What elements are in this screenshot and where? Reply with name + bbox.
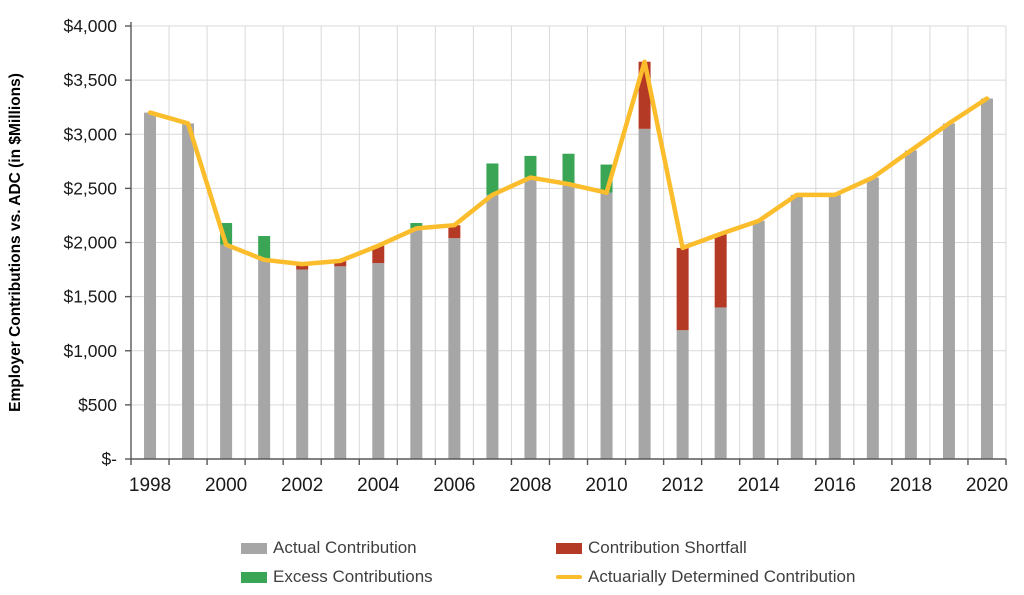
y-tick-label: $500 — [78, 395, 117, 415]
bar-actual-2013 — [714, 307, 727, 459]
bar-actual-2017 — [866, 177, 879, 460]
gridlines — [131, 25, 1007, 459]
legend-label: Excess Contributions — [273, 567, 433, 586]
bar-excess-2007 — [486, 163, 499, 195]
x-tick-label: 2012 — [661, 475, 703, 496]
bar-excess-2009 — [562, 153, 575, 185]
y-tick-label: $1,000 — [63, 341, 117, 361]
bar-actual-2020 — [980, 98, 993, 459]
bar-excess-2005 — [410, 223, 423, 229]
bar-actual-2007 — [486, 194, 499, 459]
bar-actual-1998 — [144, 112, 157, 459]
bar-actual-2008 — [524, 177, 537, 460]
bar-actual-2005 — [410, 228, 423, 459]
contributions-vs-adc-chart: $- $500 $1,000 $1,500 $2,000 $2,500 $3,000 $3,5… — [7, 16, 1008, 496]
bar-excess-2001 — [258, 236, 271, 260]
bar-shortfall-2012 — [676, 247, 689, 331]
x-tick-label: 2014 — [738, 475, 781, 496]
bar-shortfall-2002 — [296, 264, 309, 270]
x-tick-label: 2020 — [966, 475, 1008, 496]
y-tick-label: $3,000 — [63, 124, 117, 144]
y-tick-label: $2,000 — [63, 233, 117, 253]
y-axis-title: Employer Contributions vs. ADC (in $Mill… — [7, 73, 24, 412]
legend-label: Actuarially Determined Contribution — [588, 567, 856, 586]
x-tick-label: 2018 — [890, 475, 932, 496]
adc-line-swatch — [556, 575, 582, 579]
y-tick-label: $3,500 — [63, 70, 117, 90]
axes — [125, 22, 1007, 465]
bar-actual-2006 — [448, 238, 461, 459]
bar-actual-1999 — [182, 123, 195, 460]
y-axis-tick-labels: $- $500 $1,000 $1,500 $2,000 $2,500 $3,000 $3,5… — [63, 16, 117, 469]
y-tick-label: $2,500 — [63, 178, 117, 198]
legend-label: Actual Contribution — [273, 538, 417, 557]
x-tick-label: 2016 — [814, 475, 856, 496]
bar-actual-2003 — [334, 266, 347, 459]
contribution-shortfall-swatch — [556, 542, 582, 554]
x-tick-label: 2006 — [433, 475, 475, 496]
bar-actual-2015 — [790, 194, 803, 459]
bar-actual-2018 — [904, 150, 917, 460]
bar-actual-2011 — [638, 128, 651, 459]
bar-shortfall-2003 — [334, 260, 347, 267]
x-tick-label: 2002 — [281, 475, 323, 496]
x-tick-label: 2008 — [509, 475, 551, 496]
bar-actual-2016 — [828, 194, 841, 459]
bar-shortfall-2013 — [714, 233, 727, 308]
bar-actual-2002 — [296, 269, 309, 459]
y-tick-label: $- — [101, 449, 117, 469]
legend-item-excess-contributions: Excess Contributions — [241, 567, 433, 587]
adc-line — [147, 59, 990, 267]
legend-item-actual-contribution: Actual Contribution — [241, 538, 417, 558]
x-tick-label: 2010 — [585, 475, 627, 496]
bar-actual-2019 — [942, 123, 955, 460]
legend-label: Contribution Shortfall — [588, 538, 747, 557]
x-tick-label: 2000 — [205, 475, 247, 496]
bar-shortfall-2006 — [448, 225, 461, 239]
y-tick-label: $1,500 — [63, 287, 117, 307]
bar-excess-2008 — [524, 155, 537, 178]
excess-contributions-swatch — [241, 571, 267, 583]
chart-legend: Actual Contribution Contribution Shortfa… — [0, 528, 1024, 590]
bar-actual-2010 — [600, 192, 613, 459]
legend-item-contribution-shortfall: Contribution Shortfall — [556, 538, 747, 558]
actual-contribution-swatch — [241, 542, 267, 554]
bar-actual-2001 — [258, 259, 271, 459]
x-tick-label: 2004 — [357, 475, 400, 496]
y-tick-label: $4,000 — [63, 16, 117, 36]
bar-actual-2009 — [562, 184, 575, 460]
bar-actual-2000 — [220, 244, 233, 459]
x-tick-label: 1998 — [129, 475, 171, 496]
x-axis-tick-labels: 1998 2000 2002 2004 2006 2008 2010 2012 2014 2016… — [129, 475, 1008, 496]
bar-shortfall-2004 — [372, 245, 385, 264]
bars — [144, 61, 993, 460]
legend-item-adc-line: Actuarially Determined Contribution — [556, 567, 855, 587]
bar-actual-2014 — [752, 220, 765, 459]
bar-actual-2012 — [676, 330, 689, 459]
bar-actual-2004 — [372, 263, 385, 459]
